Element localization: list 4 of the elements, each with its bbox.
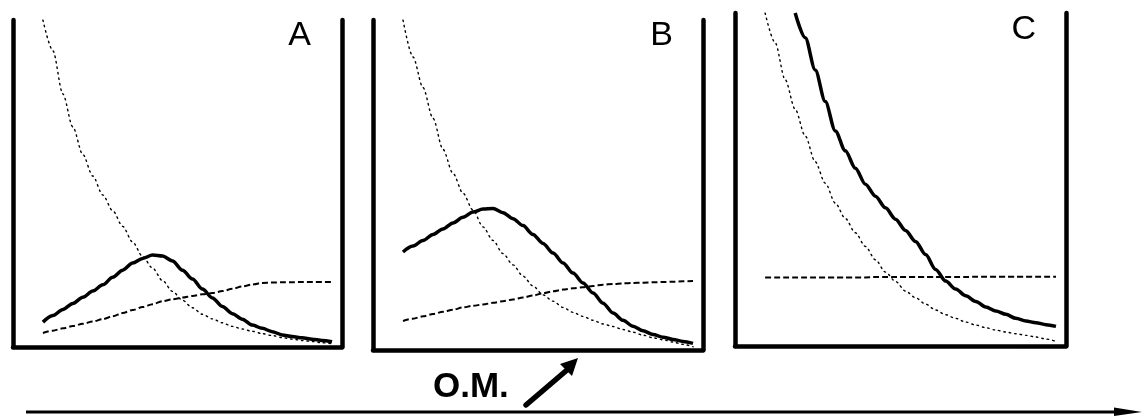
chart-title: C xyxy=(1011,8,1037,46)
chart-title: B xyxy=(650,14,674,52)
text: O.M. xyxy=(433,365,509,404)
chart-title: A xyxy=(288,14,312,52)
